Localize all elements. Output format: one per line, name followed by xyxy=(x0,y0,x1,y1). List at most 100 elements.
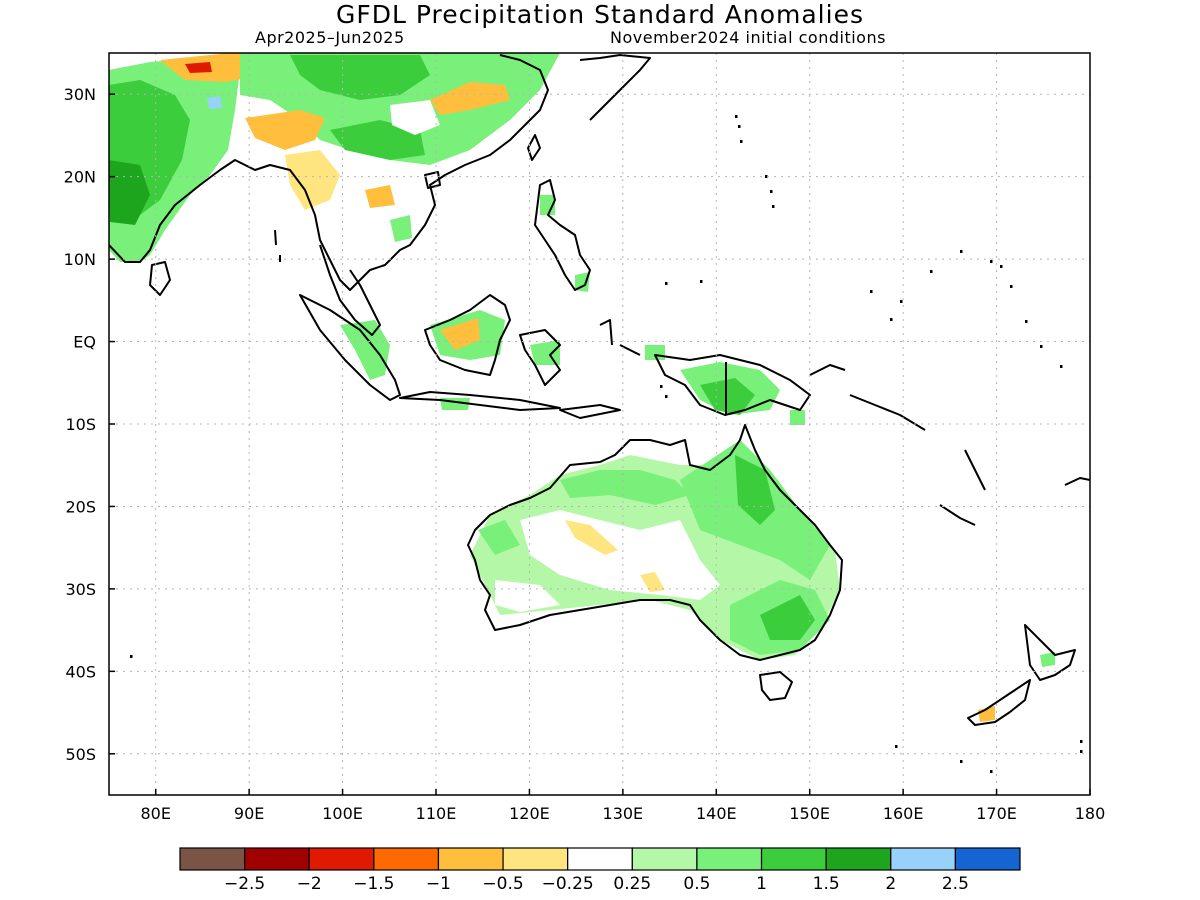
island-mark xyxy=(900,300,903,303)
colorbar-label: 0.5 xyxy=(683,874,710,894)
island-mark xyxy=(890,318,893,321)
sumatra-wet xyxy=(340,320,390,380)
island-mark xyxy=(1080,740,1083,743)
vanuatu-coast xyxy=(964,449,986,491)
china-strong-wet xyxy=(290,55,430,100)
lat-tick-label: 50S xyxy=(65,745,96,764)
lon-tick-label: 90E xyxy=(234,804,264,823)
yunnan-dry-spot xyxy=(245,110,325,150)
island-mark xyxy=(870,290,873,293)
pacific-islands xyxy=(130,115,1083,773)
sulawesi-coast xyxy=(519,329,561,386)
new-caledonia-coast xyxy=(939,504,976,526)
forecast-period: Apr2025–Jun2025 xyxy=(255,28,405,47)
australia-white-sw xyxy=(495,580,560,612)
lon-tick-label: 130E xyxy=(603,804,644,823)
japan-coast xyxy=(579,54,651,121)
island-mark xyxy=(772,205,775,208)
solomon-wet xyxy=(790,410,805,425)
island-mark xyxy=(740,140,743,143)
australia-strong-wet-se xyxy=(760,595,815,640)
hainan-coast xyxy=(424,171,441,189)
colorbar-swatch xyxy=(825,847,892,871)
colorbar xyxy=(179,847,1021,871)
colorbar-swatch xyxy=(179,847,246,871)
island-mark xyxy=(1025,320,1028,323)
nz-dry xyxy=(978,706,995,722)
colorbar-label: −2.5 xyxy=(224,874,265,894)
anomaly-shading xyxy=(109,53,1055,722)
china-south-strong-wet xyxy=(330,120,425,160)
colorbar-swatch xyxy=(373,847,440,871)
lon-tick-label: 140E xyxy=(696,804,737,823)
latitude-labels: 30N 20N 10N EQ 10S 20S 30S 40S 50S xyxy=(64,85,115,764)
colorbar-label: −2 xyxy=(297,874,322,894)
colorbar-swatch xyxy=(244,847,310,871)
island-mark xyxy=(930,270,933,273)
nz-north-coast xyxy=(1024,624,1076,681)
taiwan-coast xyxy=(527,134,541,161)
nz-wet xyxy=(1040,652,1055,667)
colorbar-label: −0.5 xyxy=(482,874,523,894)
new-guinea-coast xyxy=(654,354,811,416)
colorbar-label: 2 xyxy=(885,874,896,894)
colorbar-label: 1 xyxy=(756,874,767,894)
island-mark xyxy=(960,250,963,253)
colorbar-labels: −2.5 −2 −1.5 −1 −0.5 −0.25 0.25 0.5 1 1.5 2 2.5 xyxy=(224,874,969,894)
halmahera-coast xyxy=(599,319,641,356)
colorbar-label: 0.25 xyxy=(613,874,651,894)
new-guinea-strong-wet xyxy=(700,378,755,415)
lon-tick-label: 100E xyxy=(322,804,363,823)
sri-lanka-coast xyxy=(149,261,171,296)
australia-moderate-wet-west xyxy=(478,520,520,555)
colorbar-swatch xyxy=(760,847,827,871)
tasmania-coast xyxy=(759,671,793,701)
sumatra-coast xyxy=(299,294,401,401)
island-mark xyxy=(765,175,768,178)
malay-peninsula-coast xyxy=(319,244,381,336)
fiji-coast xyxy=(1064,477,1090,486)
island-mark xyxy=(660,385,663,388)
indochina-dry-spot xyxy=(365,185,395,208)
india-core-wet xyxy=(109,160,150,225)
lat-tick-label: 40S xyxy=(65,662,96,681)
colorbar-swatch xyxy=(954,847,1021,871)
indochina-wet-patch xyxy=(390,215,412,242)
island-mark xyxy=(770,190,773,193)
gridlines xyxy=(109,53,1090,795)
colorbar-swatch xyxy=(631,847,698,871)
australia-dry-south xyxy=(640,572,665,592)
colorbar-swatch xyxy=(890,847,956,871)
island-mark xyxy=(895,745,898,748)
andaman-coast xyxy=(274,229,281,262)
island-mark xyxy=(700,280,703,283)
island-mark xyxy=(130,655,133,658)
tibet-blue-spot xyxy=(207,96,222,109)
coastlines xyxy=(109,54,1090,726)
lat-tick-label: 30S xyxy=(65,580,96,599)
north-china-dry-spot xyxy=(430,82,510,115)
colorbar-swatch xyxy=(437,847,504,871)
nz-south-coast xyxy=(967,679,1031,726)
himalaya-very-dry xyxy=(185,62,212,73)
island-mark xyxy=(1040,345,1043,348)
australia-white-core xyxy=(520,510,720,600)
island-mark xyxy=(738,125,741,128)
colorbar-swatch xyxy=(696,847,763,871)
island-mark xyxy=(1010,285,1013,288)
asia-mainland-coast xyxy=(109,54,549,291)
island-mark xyxy=(1060,365,1063,368)
solomons-coast xyxy=(809,364,926,431)
island-mark xyxy=(960,760,963,763)
sulawesi-wet xyxy=(530,340,560,365)
lon-tick-label: 180 xyxy=(1075,804,1106,823)
lat-tick-label: 10N xyxy=(64,250,96,269)
mindanao-wet xyxy=(575,272,590,292)
australia-moderate-wet-north xyxy=(560,470,690,505)
island-mark xyxy=(665,395,668,398)
lat-tick-label: 10S xyxy=(65,415,96,434)
australia-dry-central xyxy=(565,520,618,555)
lon-tick-label: 80E xyxy=(140,804,170,823)
initial-conditions: November2024 initial conditions xyxy=(610,28,886,47)
lon-tick-label: 120E xyxy=(509,804,550,823)
